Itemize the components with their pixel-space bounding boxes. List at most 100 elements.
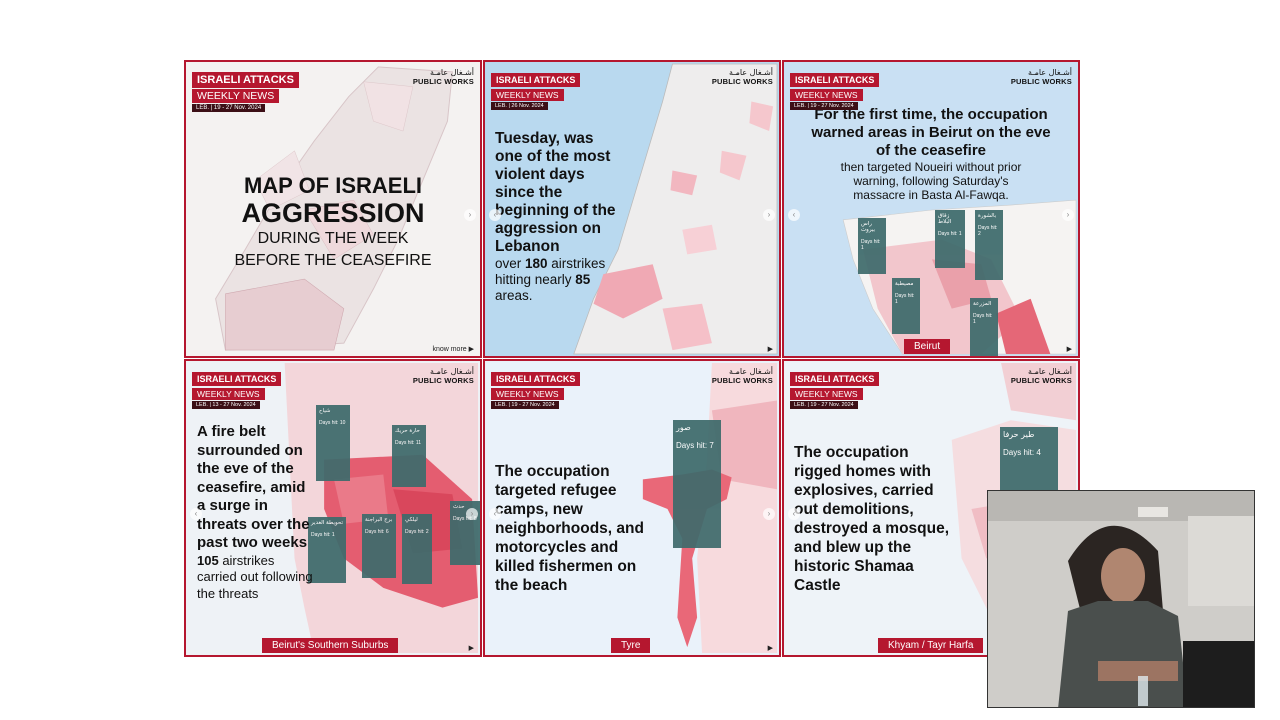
area-card[interactable]: تحويطة الغدير Days hit: 1 [308, 517, 346, 583]
logo-arabic: أشـغال عامـة [1027, 68, 1072, 77]
area-card[interactable]: حارة حريك Days hit: 11 [392, 425, 426, 487]
headline-stats: 105 airstrikes carried out following the… [197, 553, 317, 603]
area-card[interactable]: مصيطبة Days hit: 1 [892, 278, 920, 334]
headline-bold: For the first time, the occupation warne… [811, 106, 1051, 159]
headline-line: BEFORE THE CEASEFIRE [234, 252, 432, 269]
weekly-news-badge: ISRAELI ATTACKS WEEKLY NEWS LEB. | 13 - … [192, 369, 282, 409]
stat-number: 180 [525, 256, 548, 271]
prev-slide-icon[interactable]: ‹ [190, 508, 202, 520]
area-name: برج البراجنة [365, 517, 393, 523]
area-name: راس بيروت [861, 221, 876, 233]
area-card[interactable]: المزرعة Days hit: 1 [970, 298, 998, 356]
panel-beirut[interactable]: ISRAELI ATTACKS WEEKLY NEWS LEB. | 19 - … [782, 60, 1080, 358]
panel-map-overview[interactable]: ISRAELI ATTACKS WEEKLY NEWS LEB. | 19 - … [184, 60, 482, 358]
headline-bold: A fire belt surrounded on the eve of the… [197, 423, 310, 551]
public-works-logo: أشـغال عامـة PUBLIC WORKS [1011, 367, 1072, 385]
area-card[interactable]: زقاق البلاط Days hit: 1 [935, 210, 965, 268]
badge-date: LEB. | 19 - 27 Nov. 2024 [192, 104, 266, 112]
logo-english: PUBLIC WORKS [412, 376, 474, 385]
days-hit: Days hit: 1 [938, 231, 962, 237]
area-name: طير حرفا [1003, 430, 1035, 439]
weekly-news-badge: ISRAELI ATTACKS WEEKLY NEWS LEB. | 19 - … [192, 70, 299, 112]
badge-subtitle: WEEKLY NEWS [491, 388, 564, 400]
area-name: صور [676, 423, 691, 432]
area-name: شياح [319, 408, 331, 414]
headline-normal: then targeted Noueiri without prior warn… [840, 160, 1022, 202]
location-tag: Beirut's Southern Suburbs [262, 638, 399, 653]
area-card[interactable]: طير حرفا Days hit: 4 [1000, 427, 1058, 491]
badge-date: LEB. | 19 - 27 Nov. 2024 [790, 102, 858, 110]
lebanon-map [215, 66, 453, 351]
area-card[interactable]: برج البراجنة Days hit: 6 [362, 514, 396, 578]
headline-line: AGGRESSION [241, 198, 425, 228]
carousel-grid: ISRAELI ATTACKS WEEKLY NEWS LEB. | 19 - … [184, 60, 1080, 657]
weekly-news-badge: ISRAELI ATTACKS WEEKLY NEWS LEB. | 19 - … [790, 369, 880, 409]
days-hit: Days hit: 10 [319, 420, 346, 426]
area-name: ليلكي [405, 517, 418, 523]
badge-title: ISRAELI ATTACKS [192, 372, 282, 386]
badge-subtitle: WEEKLY NEWS [192, 388, 265, 400]
next-slide-icon[interactable]: › [763, 209, 775, 221]
panel-southern-suburbs[interactable]: ISRAELI ATTACKS WEEKLY NEWS LEB. | 13 - … [184, 359, 482, 657]
prev-slide-icon[interactable]: ‹ [489, 508, 501, 520]
know-more-link[interactable]: know more ▶ [432, 346, 474, 353]
logo-arabic: أشـغال عامـة [728, 367, 773, 376]
public-works-logo: أشـغال عامـة PUBLIC WORKS [1011, 68, 1072, 86]
prev-slide-icon[interactable]: ‹ [788, 209, 800, 221]
days-hit: Days hit: 2 [978, 225, 998, 237]
stat-number: 105 [197, 552, 219, 568]
area-name: مصيطبة [895, 281, 914, 287]
speaker-image [988, 491, 1254, 707]
panel-headline: A fire belt surrounded on the eve of the… [197, 423, 317, 602]
public-works-logo: أشـغال عامـة PUBLIC WORKS [712, 367, 773, 385]
area-name: حارة حريك [395, 428, 420, 434]
area-card[interactable]: شياح Days hit: 10 [316, 405, 350, 481]
panel-tuesday[interactable]: ISRAELI ATTACKS WEEKLY NEWS LEB. | 26 No… [483, 60, 781, 358]
days-hit: Days hit: 2 [405, 529, 429, 535]
logo-english: PUBLIC WORKS [1010, 376, 1072, 385]
area-name: المزرعة [973, 301, 992, 307]
headline-bold: The occupation rigged homes with explosi… [794, 444, 950, 594]
prev-slide-icon[interactable]: ‹ [489, 209, 501, 221]
area-card[interactable]: ليلكي Days hit: 2 [402, 514, 432, 584]
days-hit: Days hit: 11 [395, 440, 422, 446]
headline-line: MAP OF ISRAELI [243, 173, 423, 198]
stat-text: over [495, 256, 526, 271]
stat-text: airstrikes hitting nearly [495, 256, 606, 287]
badge-subtitle: WEEKLY NEWS [192, 89, 280, 103]
play-icon[interactable]: ▶ [468, 645, 474, 652]
area-name: زقاق البلاط [938, 213, 952, 225]
next-slide-icon[interactable]: › [1062, 209, 1074, 221]
badge-title: ISRAELI ATTACKS [192, 72, 299, 88]
weekly-news-badge: ISRAELI ATTACKS WEEKLY NEWS LEB. | 26 No… [491, 70, 581, 110]
badge-subtitle: WEEKLY NEWS [790, 388, 863, 400]
location-tag: Tyre [611, 638, 651, 653]
panel-tyre[interactable]: ISRAELI ATTACKS WEEKLY NEWS LEB. | 19 - … [483, 359, 781, 657]
play-icon[interactable]: ▶ [767, 346, 773, 353]
area-name: تحويطة الغدير [311, 520, 343, 526]
play-icon[interactable]: ▶ [1066, 346, 1072, 353]
panel-headline: MAP OF ISRAELI AGGRESSION DURING THE WEE… [206, 174, 460, 272]
days-hit: Days hit: 6 [365, 529, 389, 535]
panel-headline: The occupation targeted refugee camps, n… [495, 462, 655, 595]
stat-number: 85 [575, 272, 591, 287]
next-slide-icon[interactable]: › [466, 508, 478, 520]
logo-arabic: أشـغال عامـة [429, 367, 474, 376]
logo-english: PUBLIC WORKS [412, 77, 474, 86]
weekly-news-badge: ISRAELI ATTACKS WEEKLY NEWS LEB. | 19 - … [790, 70, 880, 110]
logo-english: PUBLIC WORKS [711, 77, 773, 86]
days-hit: Days hit: 1 [861, 239, 881, 251]
stat-text: airstrikes carried out following the thr… [197, 552, 313, 601]
prev-slide-icon[interactable]: ‹ [788, 508, 800, 520]
next-slide-icon[interactable]: › [763, 508, 775, 520]
play-icon[interactable]: ▶ [767, 645, 773, 652]
headline-bold: The occupation targeted refugee camps, n… [495, 463, 644, 594]
speaker-video [987, 490, 1255, 708]
area-card[interactable]: راس بيروت Days hit: 1 [858, 218, 886, 274]
next-slide-icon[interactable]: › [464, 209, 476, 221]
public-works-logo: أشـغال عامـة PUBLIC WORKS [413, 68, 474, 86]
badge-title: ISRAELI ATTACKS [491, 372, 581, 386]
area-card[interactable]: بالشورة Days hit: 2 [975, 210, 1003, 280]
area-card[interactable]: صور Days hit: 7 [673, 420, 721, 548]
days-hit: Days hit: 1 [311, 532, 335, 538]
